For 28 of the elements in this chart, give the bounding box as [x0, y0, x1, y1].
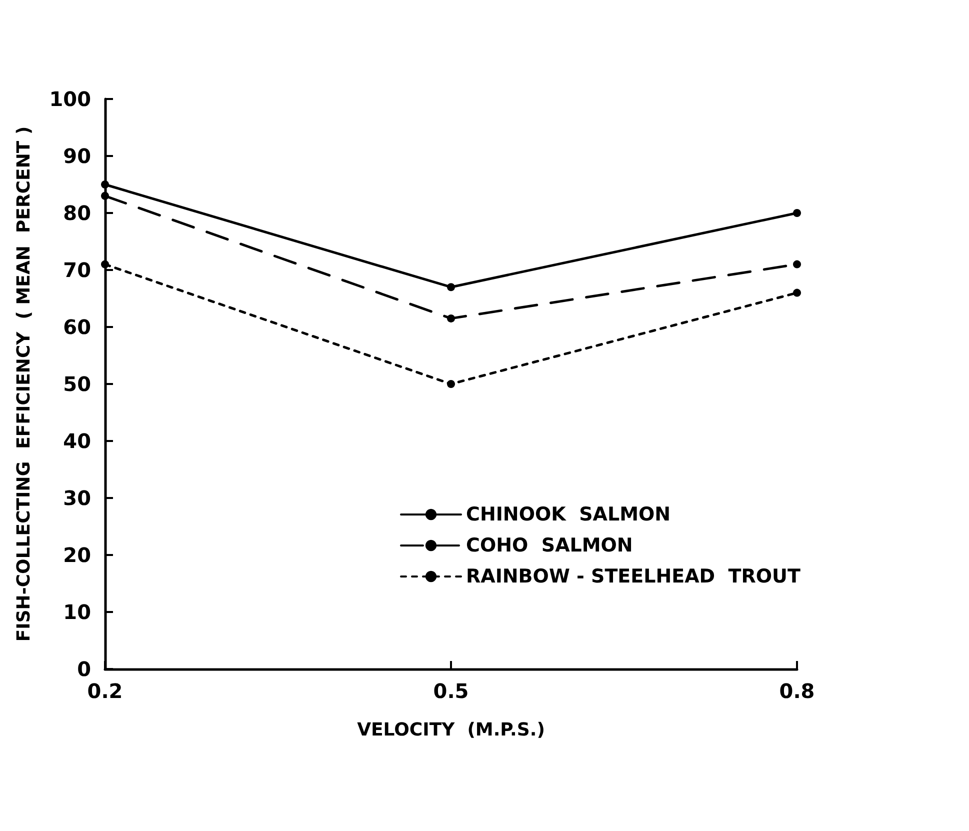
point	[101, 180, 109, 188]
point	[793, 288, 801, 297]
y-tick-label: 20	[63, 543, 91, 567]
y-tick-label: 10	[63, 600, 91, 624]
y-tick-label: 60	[63, 315, 91, 339]
point	[793, 260, 801, 268]
point	[447, 380, 455, 388]
point	[447, 283, 455, 292]
point	[101, 192, 109, 200]
legend-label: COHO SALMON	[466, 534, 633, 556]
y-tick-label: 50	[63, 372, 91, 396]
x-tick-label: 0.8	[779, 679, 815, 703]
point	[447, 314, 455, 322]
y-tick-label: 90	[63, 144, 91, 168]
y-tick-label: 70	[63, 258, 91, 282]
point	[793, 209, 801, 217]
y-tick-label: 80	[63, 201, 91, 225]
x-tick-label: 0.2	[87, 679, 123, 703]
legend-label: CHINOOK SALMON	[466, 504, 671, 526]
x-tick-label: 0.5	[433, 679, 469, 703]
legend-label: RAINBOW - STEELHEAD TROUT	[466, 566, 800, 588]
y-axis-title: FISH-COLLECTING EFFICIENCY ( MEAN PERCENT )	[14, 126, 34, 642]
x-axis-title: VELOCITY (M.P.S.)	[357, 720, 545, 740]
point	[101, 260, 109, 268]
y-tick-label: 40	[63, 429, 91, 453]
y-tick-label: 30	[63, 486, 91, 510]
y-tick-label: 0	[77, 657, 91, 681]
y-tick-label: 100	[49, 87, 91, 111]
